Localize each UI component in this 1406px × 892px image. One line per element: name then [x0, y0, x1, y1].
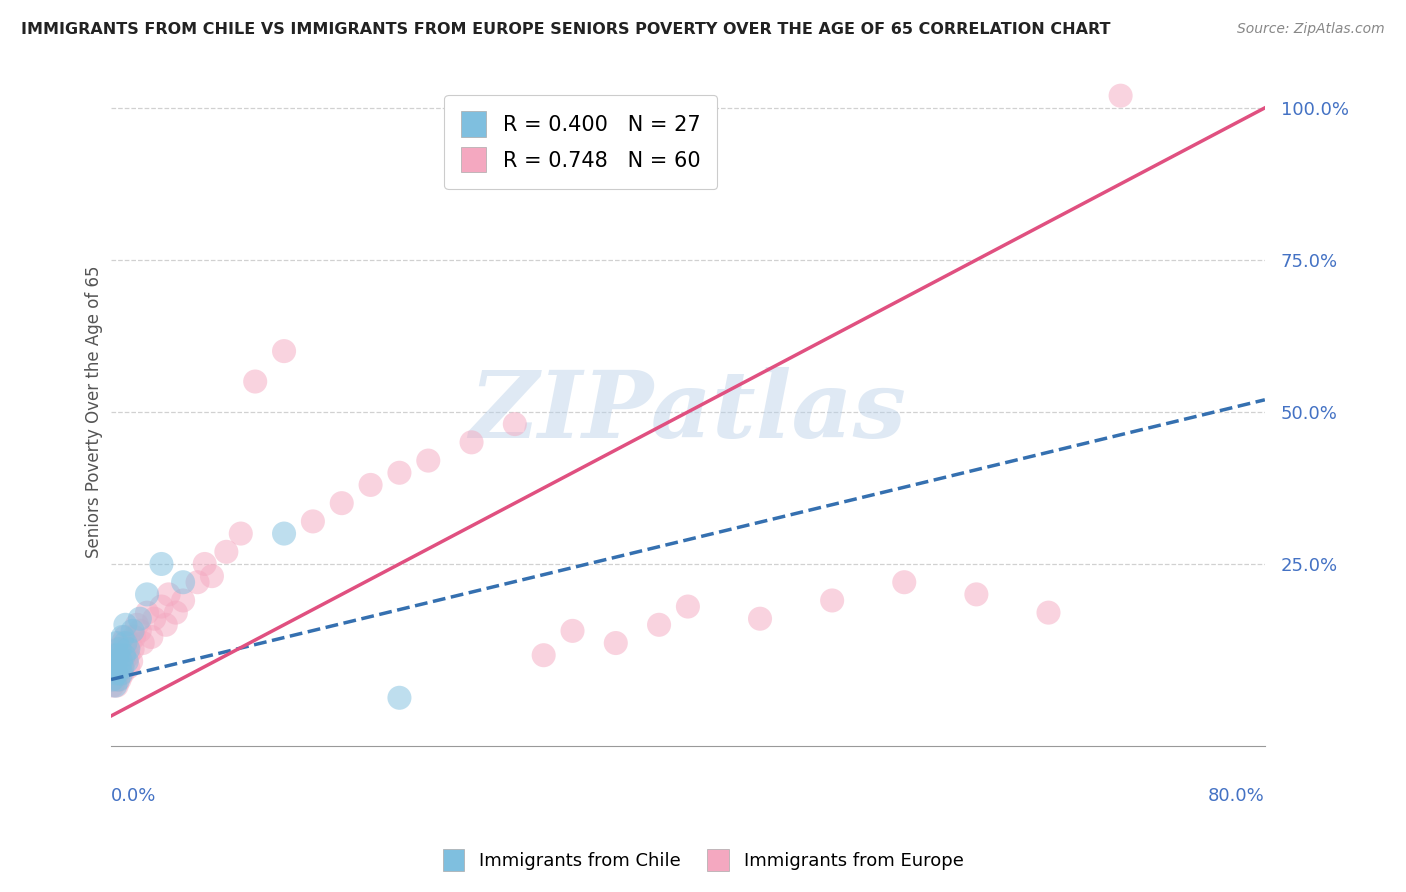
Point	[605, 636, 627, 650]
Point	[110, 654, 132, 668]
Point	[110, 648, 132, 663]
Point	[115, 654, 138, 668]
Point	[273, 526, 295, 541]
Point	[128, 624, 150, 638]
Point	[111, 660, 134, 674]
Point	[360, 478, 382, 492]
Point	[107, 673, 129, 687]
Point	[125, 617, 148, 632]
Point	[194, 557, 217, 571]
Point	[245, 375, 267, 389]
Point	[561, 624, 583, 638]
Point	[302, 515, 325, 529]
Point	[114, 617, 136, 632]
Point	[117, 642, 139, 657]
Point	[111, 630, 134, 644]
Point	[105, 666, 128, 681]
Point	[388, 690, 411, 705]
Point	[104, 679, 127, 693]
Point	[104, 648, 127, 663]
Point	[1038, 606, 1060, 620]
Point	[105, 679, 128, 693]
Point	[108, 654, 131, 668]
Point	[157, 587, 180, 601]
Point	[273, 344, 295, 359]
Point	[112, 648, 135, 663]
Point	[103, 660, 125, 674]
Point	[121, 624, 143, 638]
Point	[172, 575, 194, 590]
Point	[143, 612, 166, 626]
Point	[150, 557, 173, 571]
Point	[648, 617, 671, 632]
Point	[749, 612, 772, 626]
Point	[108, 660, 131, 674]
Point	[105, 660, 128, 674]
Point	[104, 673, 127, 687]
Point	[676, 599, 699, 614]
Point	[120, 654, 142, 668]
Point	[215, 545, 238, 559]
Point	[229, 526, 252, 541]
Point	[118, 636, 141, 650]
Point	[101, 673, 124, 687]
Point	[114, 642, 136, 657]
Point	[103, 654, 125, 668]
Point	[103, 666, 125, 681]
Y-axis label: Seniors Poverty Over the Age of 65: Seniors Poverty Over the Age of 65	[86, 266, 103, 558]
Point	[965, 587, 987, 601]
Point	[136, 587, 159, 601]
Point	[111, 666, 134, 681]
Point	[114, 630, 136, 644]
Legend: R = 0.400   N = 27, R = 0.748   N = 60: R = 0.400 N = 27, R = 0.748 N = 60	[444, 95, 717, 189]
Point	[155, 617, 177, 632]
Point	[388, 466, 411, 480]
Point	[114, 636, 136, 650]
Point	[1109, 88, 1132, 103]
Point	[104, 654, 127, 668]
Point	[110, 660, 132, 674]
Point	[111, 636, 134, 650]
Point	[107, 642, 129, 657]
Point	[330, 496, 353, 510]
Text: 0.0%: 0.0%	[111, 787, 156, 805]
Point	[172, 593, 194, 607]
Point	[108, 673, 131, 687]
Point	[112, 654, 135, 668]
Text: IMMIGRANTS FROM CHILE VS IMMIGRANTS FROM EUROPE SENIORS POVERTY OVER THE AGE OF : IMMIGRANTS FROM CHILE VS IMMIGRANTS FROM…	[21, 22, 1111, 37]
Point	[201, 569, 224, 583]
Legend: Immigrants from Chile, Immigrants from Europe: Immigrants from Chile, Immigrants from E…	[436, 842, 970, 879]
Point	[418, 453, 440, 467]
Point	[165, 606, 187, 620]
Point	[141, 630, 163, 644]
Point	[893, 575, 915, 590]
Point	[101, 679, 124, 693]
Point	[105, 636, 128, 650]
Point	[107, 648, 129, 663]
Point	[117, 648, 139, 663]
Text: Source: ZipAtlas.com: Source: ZipAtlas.com	[1237, 22, 1385, 37]
Point	[150, 599, 173, 614]
Text: ZIPatlas: ZIPatlas	[470, 367, 907, 457]
Point	[117, 660, 139, 674]
Point	[110, 666, 132, 681]
Point	[128, 612, 150, 626]
Point	[533, 648, 555, 663]
Point	[131, 636, 153, 650]
Point	[460, 435, 482, 450]
Point	[107, 666, 129, 681]
Point	[122, 630, 145, 644]
Point	[186, 575, 208, 590]
Point	[121, 642, 143, 657]
Text: 80.0%: 80.0%	[1208, 787, 1265, 805]
Point	[821, 593, 844, 607]
Point	[103, 648, 125, 663]
Point	[503, 417, 526, 431]
Point	[136, 606, 159, 620]
Point	[108, 642, 131, 657]
